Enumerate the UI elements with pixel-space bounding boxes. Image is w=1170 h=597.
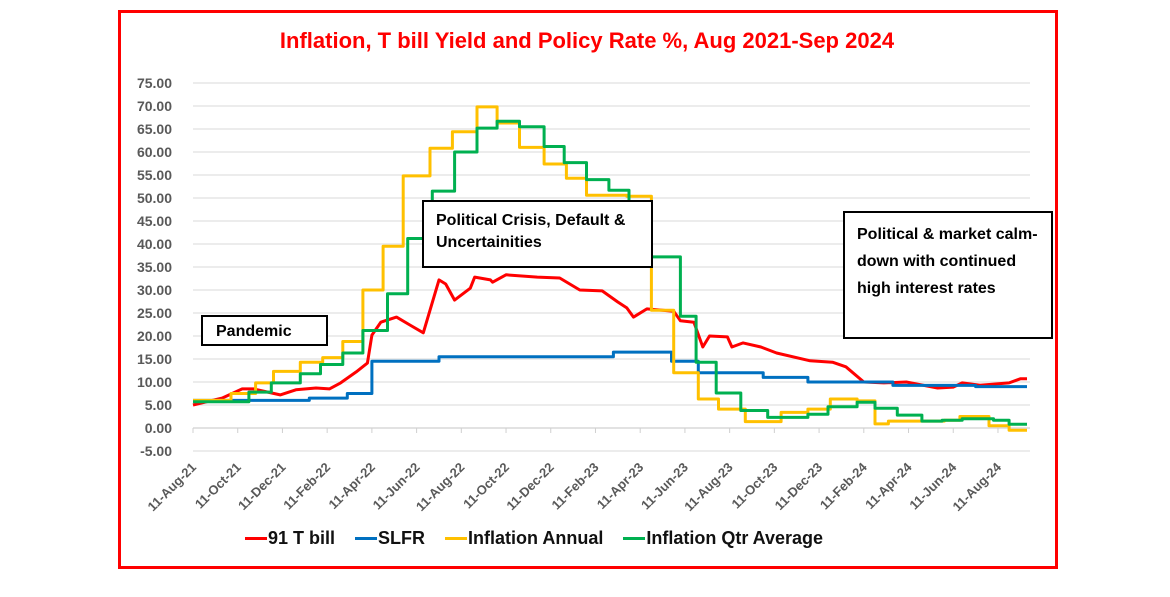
annotation-calm-down: Political & market calm-down with contin… bbox=[843, 211, 1053, 339]
y-tick-label: 70.00 bbox=[137, 98, 172, 114]
annotation-pandemic: Pandemic bbox=[201, 315, 328, 346]
legend-item-tbill: 91 T bill bbox=[245, 528, 335, 549]
legend-label: Inflation Qtr Average bbox=[646, 528, 824, 548]
y-tick-label: 45.00 bbox=[137, 213, 172, 229]
legend-item-inflation-qtr: Inflation Qtr Average bbox=[623, 528, 823, 549]
x-tick-label: 11-Aug-23 bbox=[681, 460, 736, 515]
legend-swatch bbox=[355, 537, 378, 540]
legend-item-slfr: SLFR bbox=[355, 528, 425, 549]
y-tick-label: 65.00 bbox=[137, 121, 172, 137]
y-tick-label: 25.00 bbox=[137, 305, 172, 321]
annotation-text: Pandemic bbox=[216, 323, 292, 340]
y-tick-label: 75.00 bbox=[137, 75, 172, 91]
y-tick-label: 35.00 bbox=[137, 259, 172, 275]
legend-item-inflation-annual: Inflation Annual bbox=[445, 528, 603, 549]
x-tick-label: 11-Feb-23 bbox=[549, 460, 602, 513]
y-tick-label: 40.00 bbox=[137, 236, 172, 252]
legend-label: 91 T bill bbox=[268, 528, 336, 548]
series-line-slfr bbox=[193, 350, 1027, 402]
y-tick-label: -5.00 bbox=[140, 443, 172, 459]
y-tick-label: 20.00 bbox=[137, 328, 172, 344]
annotation-text: Political & market calm-down with contin… bbox=[857, 226, 1038, 297]
x-tick-label: 11-Dec-22 bbox=[503, 460, 557, 514]
legend-label: Inflation Annual bbox=[468, 528, 604, 548]
y-tick-label: 5.00 bbox=[145, 397, 172, 413]
legend-label: SLFR bbox=[378, 528, 426, 548]
series-line-inflation-qtr-average bbox=[193, 119, 1027, 426]
annotation-political-crisis: Political Crisis, Default & Uncertainiti… bbox=[422, 200, 653, 268]
y-tick-label: 0.00 bbox=[145, 420, 172, 436]
y-tick-label: 15.00 bbox=[137, 351, 172, 367]
annotation-text: Political Crisis, Default & Uncertainiti… bbox=[436, 212, 626, 251]
x-tick-label: 11-Apr-23 bbox=[594, 460, 647, 513]
x-tick-label: 11-Dec-23 bbox=[772, 460, 826, 514]
chart-frame bbox=[118, 10, 1058, 569]
y-tick-label: 60.00 bbox=[137, 144, 172, 160]
y-tick-label: 30.00 bbox=[137, 282, 172, 298]
y-tick-label: 50.00 bbox=[137, 190, 172, 206]
legend-swatch bbox=[245, 537, 267, 540]
x-tick-label: 11-Aug-22 bbox=[413, 460, 468, 515]
x-tick-label: 11-Apr-22 bbox=[325, 460, 378, 513]
x-tick-label: 11-Feb-24 bbox=[817, 459, 871, 513]
legend: 91 T bill SLFR Inflation Annual Inflatio… bbox=[245, 528, 823, 549]
x-tick-label: 11-Aug-24 bbox=[950, 459, 1005, 514]
legend-swatch bbox=[445, 537, 468, 540]
legend-swatch bbox=[623, 537, 646, 540]
chart-title: Inflation, T bill Yield and Policy Rate … bbox=[279, 28, 895, 53]
y-tick-label: 55.00 bbox=[137, 167, 172, 183]
x-tick-label: 11-Aug-21 bbox=[145, 460, 200, 515]
x-tick-label: 11-Dec-21 bbox=[235, 460, 289, 514]
x-tick-label: 11-Feb-22 bbox=[280, 460, 333, 513]
y-tick-label: 10.00 bbox=[137, 374, 172, 390]
